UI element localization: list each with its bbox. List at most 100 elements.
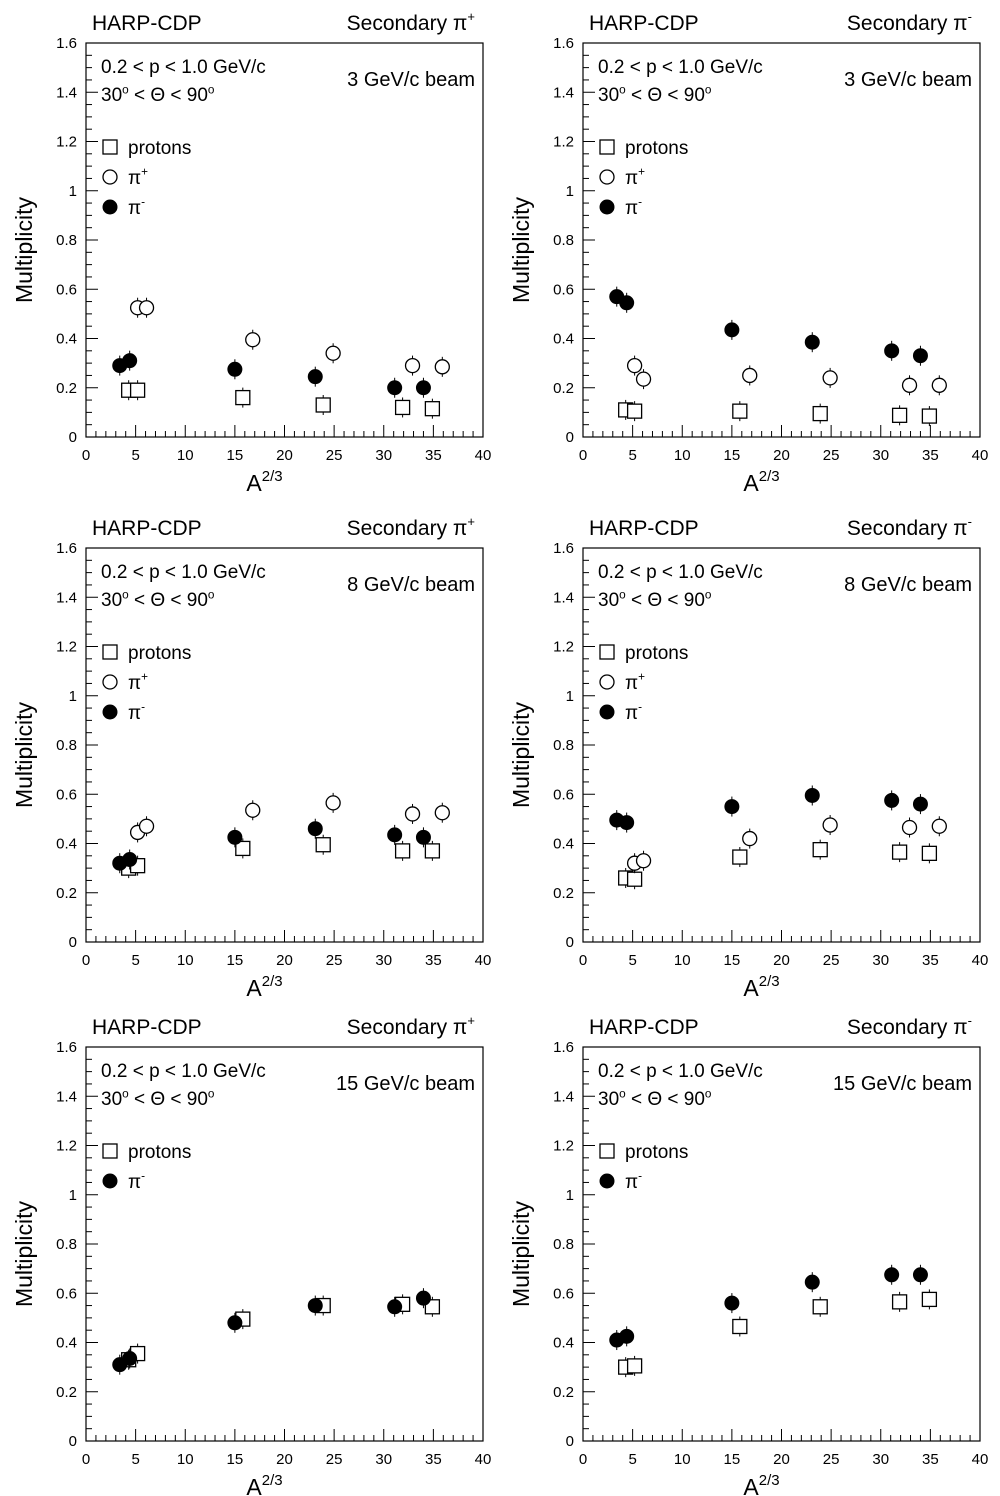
x-tick-label: 30	[872, 952, 889, 969]
y-axis-label: Multiplicity	[11, 196, 37, 303]
y-tick-label: 0.4	[56, 836, 77, 853]
legend-marker-protons	[599, 644, 615, 660]
y-tick-label: 0.8	[56, 232, 77, 249]
y-tick-label: 1	[566, 183, 574, 200]
x-tick-label: 30	[872, 447, 889, 464]
proton-point	[394, 843, 411, 859]
x-axis-label: A2/3	[246, 468, 282, 496]
proton-point	[891, 844, 908, 860]
beam-label: 3 GeV/c beam	[347, 69, 475, 91]
legend-label-protons: protons	[625, 643, 688, 664]
y-tick-label: 1.2	[553, 134, 574, 151]
pi-minus-point	[619, 295, 635, 311]
x-tick-label: 30	[375, 447, 392, 464]
x-tick-label: 5	[131, 952, 139, 969]
legend-label-pi-minus: π-	[128, 700, 145, 724]
header-right: Secondary π+	[347, 9, 475, 35]
pi-minus-point	[619, 815, 635, 831]
legend-label-protons: protons	[625, 1142, 688, 1163]
proton-point	[626, 871, 643, 887]
y-tick-label: 0.4	[553, 836, 574, 853]
legend-label-pi-plus: π+	[625, 670, 645, 694]
pi-plus-point	[138, 300, 155, 316]
pi-minus-point	[387, 827, 403, 843]
x-tick-label: 20	[773, 1451, 790, 1468]
header-right: Secondary π-	[847, 9, 972, 35]
cut-angle: 30o < Θ < 90o	[101, 83, 215, 106]
x-tick-label: 40	[475, 447, 492, 464]
pi-minus-point	[227, 1315, 243, 1331]
legend-marker-pi-plus	[102, 169, 118, 185]
x-axis-label: A2/3	[743, 1472, 779, 1496]
x-tick-label: 30	[872, 1451, 889, 1468]
panel-3: HARP-CDP Secondary π+ 0 0.2 0.4 0.6 0.8 1 1.2 1.4…	[11, 514, 491, 1001]
proton-point	[921, 408, 938, 424]
beam-label: 3 GeV/c beam	[844, 69, 972, 91]
legend-label-pi-minus: π-	[128, 1169, 145, 1193]
y-tick-label: 0.6	[553, 281, 574, 298]
x-tick-label: 5	[628, 447, 636, 464]
y-axis-label: Multiplicity	[508, 701, 534, 808]
y-tick-label: 0.6	[56, 1285, 77, 1302]
y-tick-label: 0	[566, 429, 574, 446]
legend-label-pi-minus: π-	[625, 195, 642, 219]
legend-marker-pi-minus	[102, 199, 118, 215]
y-tick-label: 1.4	[56, 589, 77, 606]
pi-minus-point	[387, 1299, 403, 1315]
proton-point	[424, 401, 441, 417]
y-tick-label: 0.6	[553, 1285, 574, 1302]
y-tick-label: 1.2	[56, 134, 77, 151]
legend-marker-protons	[599, 1143, 615, 1159]
pi-plus-point	[434, 805, 450, 821]
proton-point	[891, 1294, 908, 1310]
y-axis-label: Multiplicity	[508, 196, 534, 303]
pi-minus-point	[387, 380, 403, 396]
x-tick-label: 30	[375, 952, 392, 969]
y-tick-label: 0.2	[553, 380, 574, 397]
x-axis-label: A2/3	[743, 973, 779, 1001]
panel-4: HARP-CDP Secondary π- 0 0.2 0.4 0.6 0.8 1 1.2 1.4…	[508, 514, 988, 1001]
pi-minus-point	[724, 322, 740, 338]
x-tick-label: 15	[227, 952, 244, 969]
pi-minus-point	[619, 1328, 635, 1344]
y-tick-label: 0.2	[56, 380, 77, 397]
x-tick-label: 40	[475, 952, 492, 969]
x-tick-label: 10	[674, 447, 691, 464]
y-tick-label: 0.8	[553, 737, 574, 754]
x-tick-label: 5	[628, 1451, 636, 1468]
x-tick-label: 25	[823, 447, 840, 464]
y-tick-label: 1.6	[56, 540, 77, 557]
x-tick-label: 40	[972, 447, 989, 464]
cut-angle: 30o < Θ < 90o	[598, 588, 712, 611]
pi-minus-point	[884, 1267, 900, 1283]
proton-point	[732, 849, 748, 865]
panel-2: HARP-CDP Secondary π- 0 0.2 0.4 0.6 0.8 1 1.2 1.4…	[508, 9, 988, 496]
y-tick-label: 0.2	[553, 1384, 574, 1401]
cut-momentum: 0.2 < p < 1.0 GeV/c	[101, 562, 266, 583]
pi-minus-point	[122, 852, 138, 868]
y-tick-label: 0.4	[553, 331, 574, 348]
x-tick-label: 20	[276, 952, 293, 969]
header-left: HARP-CDP	[589, 12, 699, 35]
x-tick-label: 15	[724, 447, 741, 464]
pi-plus-point	[626, 357, 643, 374]
proton-point	[812, 1299, 828, 1315]
y-tick-label: 0.4	[56, 331, 77, 348]
cut-momentum: 0.2 < p < 1.0 GeV/c	[598, 562, 763, 583]
legend-label-pi-minus: π-	[128, 195, 145, 219]
x-tick-label: 25	[326, 447, 343, 464]
x-tick-label: 5	[628, 952, 636, 969]
x-tick-label: 25	[823, 952, 840, 969]
header-right: Secondary π+	[347, 514, 475, 540]
panel-1: HARP-CDP Secondary π+ 0 0.2 0.4 0.6 0.8 1 1.2 1.4…	[11, 9, 491, 496]
cut-momentum: 0.2 < p < 1.0 GeV/c	[101, 57, 266, 78]
header-left: HARP-CDP	[589, 517, 699, 540]
pi-plus-point	[245, 802, 261, 818]
x-tick-label: 20	[773, 447, 790, 464]
proton-point	[812, 405, 828, 422]
y-tick-label: 0	[566, 934, 574, 951]
proton-point	[626, 1358, 643, 1374]
pi-plus-point	[931, 818, 947, 834]
x-tick-label: 15	[227, 1451, 244, 1468]
